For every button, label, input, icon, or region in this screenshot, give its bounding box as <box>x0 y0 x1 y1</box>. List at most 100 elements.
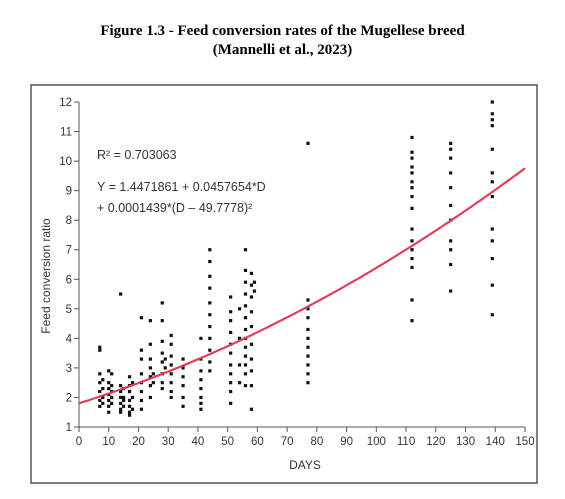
data-point <box>252 289 257 293</box>
data-point <box>208 369 212 373</box>
data-point <box>160 386 164 391</box>
data-point <box>148 342 152 346</box>
data-point <box>122 398 126 403</box>
data-point <box>449 156 453 160</box>
data-point <box>306 327 310 332</box>
data-point <box>410 256 414 261</box>
figure-title-line1: Figure 1.3 - Feed conversion rates of th… <box>100 23 465 39</box>
data-point <box>148 319 152 323</box>
data-point <box>160 351 164 355</box>
data-point <box>249 324 254 329</box>
data-point <box>107 398 111 403</box>
data-point <box>306 298 310 302</box>
data-point <box>490 256 494 261</box>
figure-title: Figure 1.3 - Feed conversion rates of th… <box>0 22 565 60</box>
data-point <box>306 363 310 367</box>
data-point <box>306 345 310 349</box>
x-tick-label: 40 <box>192 436 205 448</box>
data-point <box>148 366 152 370</box>
data-point <box>208 324 212 329</box>
data-point <box>449 147 453 151</box>
data-point <box>148 357 152 361</box>
data-point <box>490 239 494 243</box>
data-point <box>160 381 164 385</box>
data-point <box>306 381 310 385</box>
data-point <box>249 357 254 361</box>
data-point <box>208 348 212 352</box>
data-point <box>490 118 494 122</box>
data-point <box>449 203 453 208</box>
x-tick-label: 120 <box>426 436 445 448</box>
data-point <box>127 410 132 414</box>
data-point <box>169 342 173 346</box>
data-point <box>249 295 254 299</box>
data-point <box>181 404 185 408</box>
x-tick-label: 30 <box>162 436 175 448</box>
data-point <box>229 372 233 376</box>
data-point <box>490 227 494 231</box>
data-point <box>410 194 414 199</box>
data-point <box>139 407 144 411</box>
data-point <box>490 194 494 199</box>
data-point <box>410 206 414 210</box>
data-point <box>410 265 414 270</box>
data-point <box>98 381 102 385</box>
y-tick-label: 2 <box>66 392 72 404</box>
x-tick-label: 10 <box>102 436 115 448</box>
data-point <box>107 369 111 373</box>
y-axis-label: Feed conversion ratio <box>39 218 53 334</box>
data-point <box>229 389 233 394</box>
y-tick-label: 9 <box>66 186 72 198</box>
data-point <box>243 363 248 367</box>
data-point <box>243 268 248 273</box>
data-point <box>199 386 203 391</box>
data-point <box>208 248 212 252</box>
data-point <box>243 327 248 332</box>
data-point <box>306 141 310 145</box>
data-point <box>237 363 242 367</box>
data-point <box>490 112 494 116</box>
data-point <box>243 248 248 252</box>
data-point <box>110 372 114 376</box>
data-point <box>181 375 185 379</box>
data-point <box>410 156 414 160</box>
data-point <box>110 401 114 405</box>
data-point <box>410 239 414 243</box>
y-tick-label: 6 <box>66 274 72 286</box>
data-point <box>199 378 203 382</box>
x-tick-label: 90 <box>340 436 353 448</box>
y-tick-label: 3 <box>66 363 72 375</box>
data-point <box>148 384 152 388</box>
data-point <box>490 100 494 104</box>
y-tick-label: 11 <box>60 127 72 139</box>
data-point <box>249 407 254 411</box>
data-point <box>229 310 233 314</box>
data-point <box>160 360 164 364</box>
data-point <box>208 301 212 305</box>
data-point <box>107 404 111 408</box>
data-point <box>181 357 185 361</box>
x-tick-label: 20 <box>132 436 145 448</box>
data-point <box>101 378 105 382</box>
data-point <box>237 336 242 340</box>
data-point <box>243 316 248 320</box>
equation-line-1: Y = 1.4471861 + 0.0457654*D <box>97 180 266 194</box>
data-point <box>98 348 102 352</box>
data-point <box>449 171 453 175</box>
data-point <box>490 180 494 184</box>
data-point <box>160 301 164 305</box>
data-point <box>151 372 155 376</box>
x-tick-label: 0 <box>76 436 82 448</box>
data-point <box>410 248 414 252</box>
data-point <box>249 283 254 287</box>
data-point <box>160 339 164 343</box>
data-point <box>160 319 164 323</box>
data-point <box>249 310 254 314</box>
data-point <box>243 280 248 284</box>
x-tick-label: 50 <box>221 436 234 448</box>
data-point <box>243 304 248 308</box>
data-point <box>199 401 203 405</box>
x-tick-label: 110 <box>397 436 415 448</box>
data-point <box>237 381 242 385</box>
